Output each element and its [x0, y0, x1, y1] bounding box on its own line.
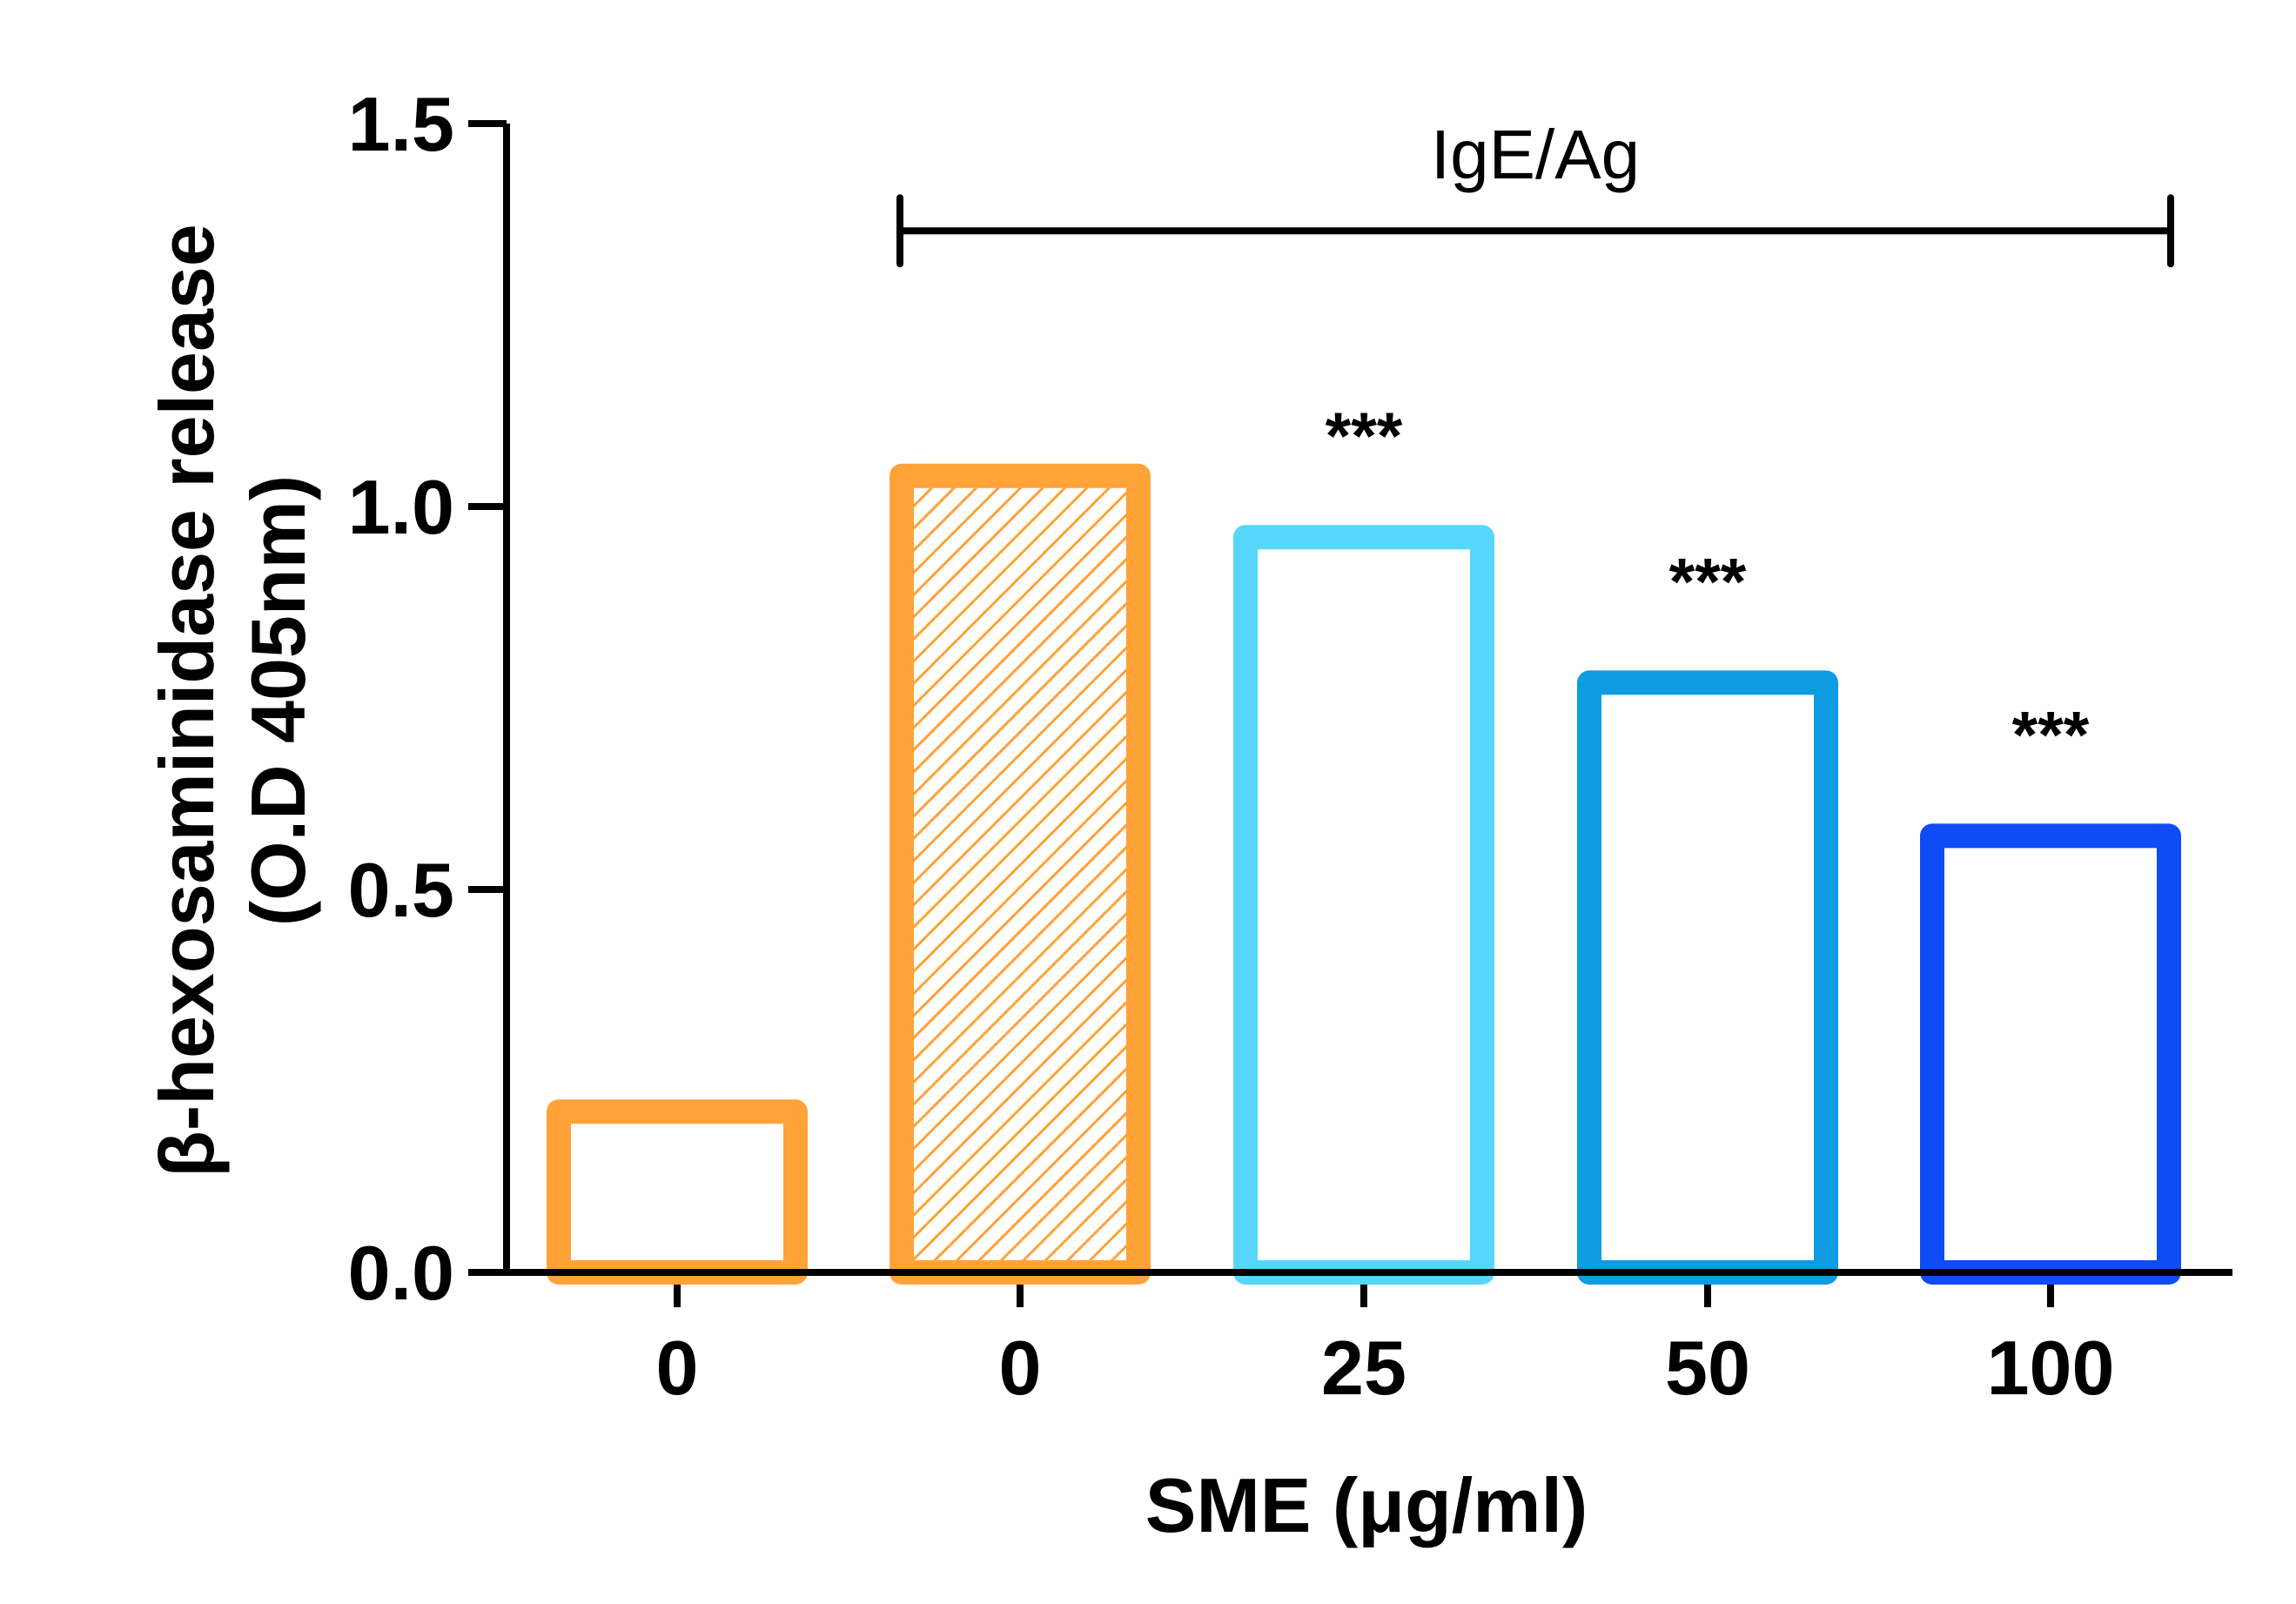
significance-stars: ***	[1326, 399, 1403, 473]
significance-stars: ***	[2012, 698, 2090, 772]
significance-markers: *** *** ***	[1326, 399, 2090, 772]
significance-stars: ***	[1669, 545, 1747, 619]
bar-series	[547, 463, 2181, 1285]
bar	[1233, 525, 1494, 1285]
y-tick-label: 1.5	[348, 81, 454, 167]
x-axis-ticks: 0 0 25 50 100	[656, 1272, 2115, 1411]
x-axis-title: SME (μg/ml)	[1145, 1462, 1588, 1548]
bracket-label: IgE/Ag	[1431, 116, 1640, 193]
x-tick-label: 100	[1987, 1325, 2115, 1411]
y-tick-label: 0.5	[348, 847, 454, 933]
treatment-bracket: IgE/Ag	[896, 116, 2174, 268]
x-tick-label: 25	[1321, 1325, 1406, 1411]
x-tick-label: 50	[1665, 1325, 1750, 1411]
y-tick-label: 0.0	[348, 1230, 454, 1316]
bar	[547, 1099, 808, 1285]
y-tick-label: 1.0	[348, 464, 454, 550]
x-tick-label: 0	[656, 1325, 699, 1411]
bar	[1920, 823, 2181, 1285]
y-axis-title-line-2: (O.D 405nm)	[235, 475, 321, 926]
bar	[1577, 670, 1838, 1285]
bar	[890, 463, 1151, 1285]
x-tick-label: 0	[999, 1325, 1042, 1411]
y-axis-ticks: 0.0 0.5 1.0 1.5	[348, 81, 507, 1316]
y-axis-title-line-1: β-hexosaminidase release	[144, 224, 230, 1178]
